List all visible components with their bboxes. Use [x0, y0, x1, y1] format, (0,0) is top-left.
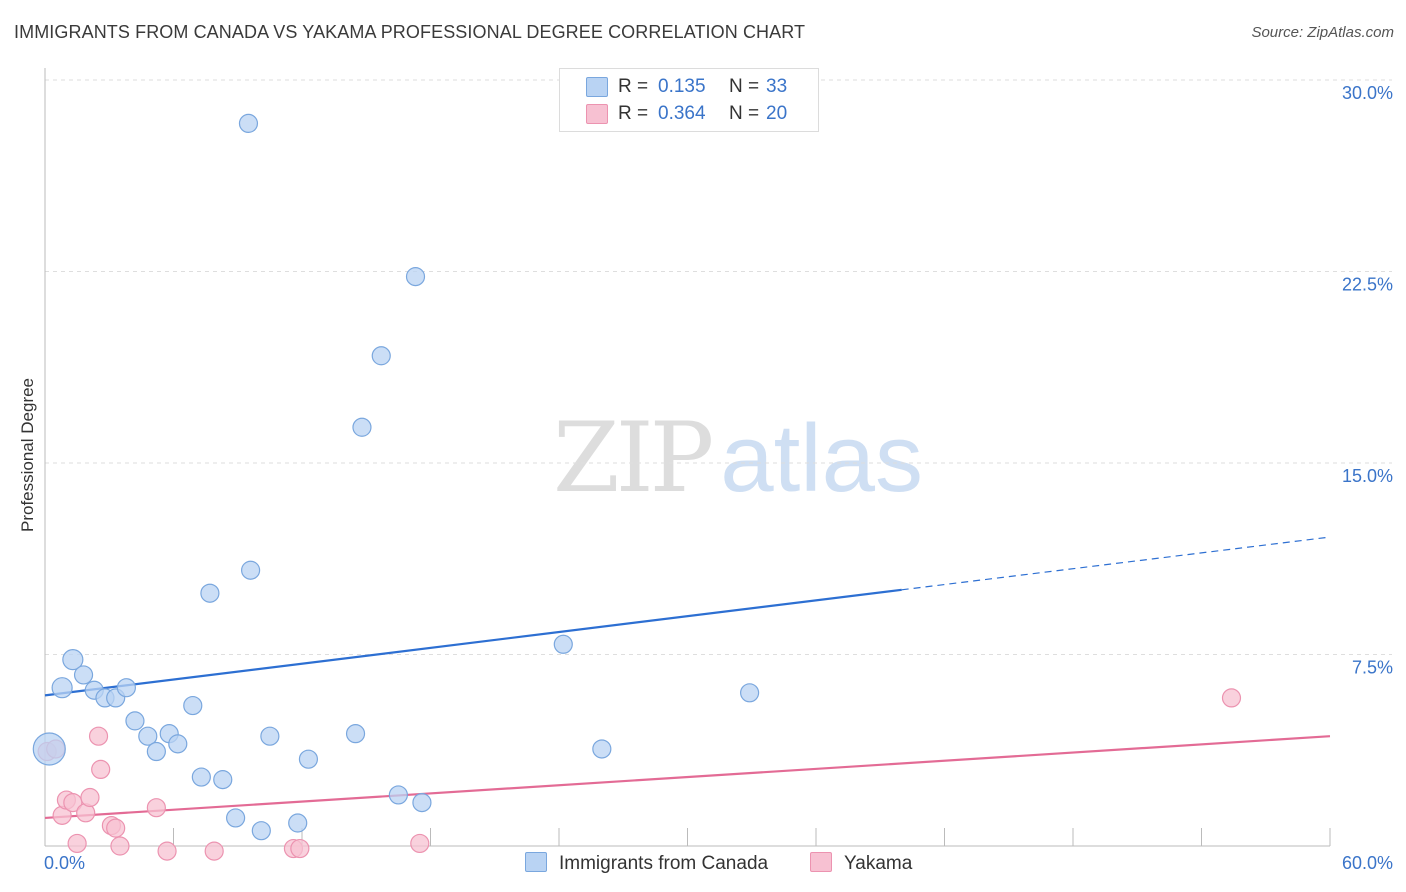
canada-point	[251, 821, 271, 841]
trend-line-solid	[44, 735, 1331, 820]
legend-swatch-yakama	[586, 104, 608, 124]
yakama-point	[110, 836, 130, 856]
legend-n-label: N =	[729, 103, 760, 124]
source-credit: Source: ZipAtlas.com	[1251, 24, 1394, 41]
zipatlas-watermark: ZIP atlas	[553, 402, 923, 514]
data-points	[32, 113, 1242, 861]
y-tick-label: 15.0%	[1342, 466, 1393, 486]
yakama-point	[88, 726, 109, 746]
yakama-point	[1221, 688, 1242, 708]
legend-r-label: R =	[618, 103, 649, 124]
series-legend-yakama: Yakama	[810, 852, 912, 875]
watermark-atlas: atlas	[720, 405, 923, 512]
legend-n-value: 33	[766, 76, 788, 97]
y-tick-label: 30.0%	[1342, 83, 1393, 103]
canada-point	[226, 808, 246, 828]
watermark-zip: ZIP	[553, 402, 714, 514]
canada-point	[238, 113, 259, 134]
tick-labels: 7.5% 15.0% 22.5% 30.0% 0.0% 60.0%	[44, 83, 1393, 873]
trend-lines	[44, 536, 1331, 820]
series-swatch-canada	[525, 852, 547, 872]
canada-point	[213, 770, 233, 790]
x-tick-label-max: 60.0%	[1342, 853, 1393, 873]
yakama-point	[157, 841, 177, 861]
trend-line-dashed	[901, 536, 1331, 591]
yakama-point	[410, 833, 430, 854]
canada-point	[62, 649, 84, 671]
canada-point	[116, 678, 136, 698]
y-tick-label: 22.5%	[1342, 275, 1393, 295]
canada-point	[412, 792, 432, 813]
series-name-yakama: Yakama	[844, 853, 913, 874]
canada-point	[241, 560, 261, 580]
trend-line-solid	[44, 588, 902, 697]
canada-point	[371, 346, 391, 366]
canada-point	[168, 734, 188, 754]
chart-title: IMMIGRANTS FROM CANADA VS YAKAMA PROFESS…	[14, 22, 806, 42]
series-legend-canada: Immigrants from Canada	[525, 852, 768, 875]
yakama-point	[290, 838, 310, 859]
yakama-point	[80, 787, 100, 808]
canada-point	[73, 665, 94, 685]
legend-r-value: 0.364	[658, 103, 706, 124]
yakama-point	[63, 792, 83, 813]
legend-swatch-canada	[586, 77, 608, 97]
legend-r-value: 0.135	[658, 76, 706, 97]
canada-point	[125, 711, 145, 731]
series-name-canada: Immigrants from Canada	[559, 853, 769, 874]
x-tick-label-min: 0.0%	[44, 853, 85, 873]
yakama-point	[146, 798, 166, 818]
yakama-point	[106, 818, 126, 838]
canada-point	[32, 732, 66, 766]
canada-point	[138, 726, 158, 746]
canada-point	[352, 417, 372, 437]
correlation-legend: R = 0.135 N = 33 R = 0.364 N = 20	[559, 68, 819, 132]
canada-point	[183, 695, 203, 716]
canada-point	[592, 739, 612, 759]
yakama-point	[204, 841, 224, 861]
legend-r-label: R =	[618, 76, 649, 97]
canada-point	[191, 767, 211, 787]
y-tick-label: 7.5%	[1352, 658, 1393, 678]
series-swatch-yakama	[810, 852, 832, 872]
legend-n-value: 20	[766, 103, 788, 124]
canada-point	[200, 583, 220, 603]
canada-point	[405, 267, 426, 287]
legend-n-label: N =	[729, 76, 760, 97]
canada-point	[260, 726, 280, 746]
canada-point	[51, 677, 73, 699]
canada-point	[553, 634, 573, 654]
canada-point	[740, 683, 760, 703]
yakama-point	[67, 833, 87, 854]
canada-point	[146, 741, 166, 762]
canada-point	[298, 749, 319, 769]
canada-point	[345, 724, 366, 744]
canada-point	[288, 813, 308, 833]
canada-point	[388, 785, 408, 805]
yakama-point	[91, 759, 111, 780]
axes	[44, 68, 1331, 847]
